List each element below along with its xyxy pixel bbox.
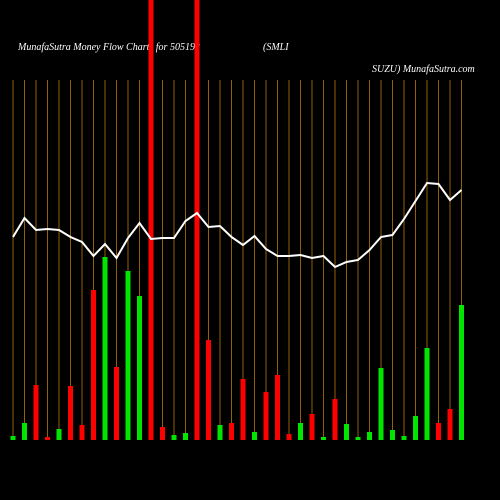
- bar: [183, 433, 188, 440]
- bar: [298, 423, 303, 440]
- bar: [459, 305, 464, 440]
- bar: [401, 436, 407, 440]
- price-line: [12, 181, 463, 269]
- bar: [390, 430, 395, 440]
- bar: [367, 432, 372, 440]
- bar: [68, 386, 73, 440]
- bar: [137, 296, 142, 440]
- bar: [56, 429, 62, 440]
- bar: [217, 425, 223, 440]
- bar: [194, 0, 200, 440]
- bar: [206, 340, 211, 440]
- bar: [125, 271, 131, 440]
- bar: [275, 375, 280, 440]
- bar: [252, 432, 257, 440]
- bar: [309, 414, 315, 440]
- bar: [332, 399, 338, 440]
- bar: [321, 437, 326, 440]
- bar: [263, 392, 269, 440]
- chart-title: (SMLI: [263, 42, 289, 53]
- chart-title: SUZU) MunafaSutra.com: [372, 64, 475, 75]
- bar: [33, 385, 39, 440]
- bar: [79, 425, 85, 440]
- bar: [22, 423, 27, 440]
- bar: [436, 423, 441, 440]
- bar: [355, 437, 361, 440]
- bar: [10, 436, 16, 440]
- bar: [160, 427, 165, 440]
- bar: [114, 367, 119, 440]
- bar: [413, 416, 418, 440]
- bar: [102, 257, 108, 440]
- chart-title: MunafaSutra Money Flow Charts for 505192: [17, 42, 200, 53]
- bar: [424, 348, 430, 440]
- bar: [229, 423, 234, 440]
- bar: [378, 368, 384, 440]
- bar: [344, 424, 349, 440]
- bar: [91, 290, 96, 440]
- bar: [45, 437, 50, 440]
- bar: [148, 0, 154, 440]
- bar: [286, 434, 292, 440]
- bar: [447, 409, 453, 440]
- bar: [171, 435, 177, 440]
- bar: [240, 379, 246, 440]
